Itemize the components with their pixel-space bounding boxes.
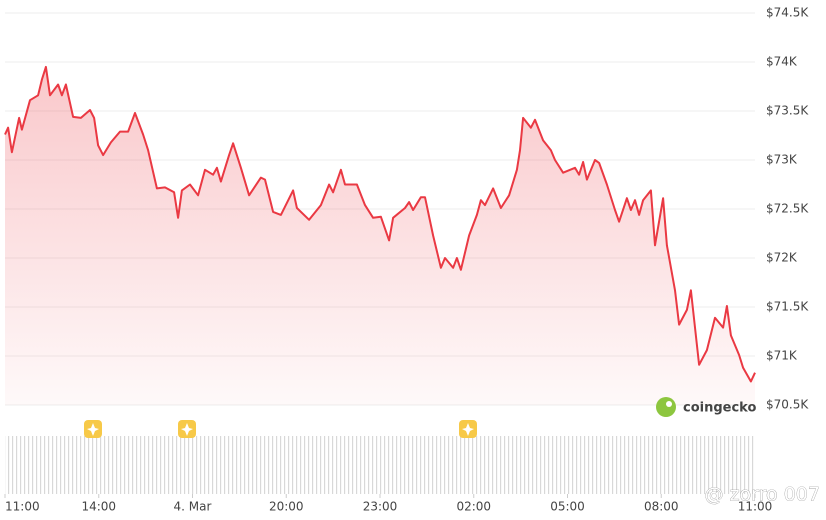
- x-tick-label: 08:00: [644, 500, 679, 514]
- brand-name: coingecko: [683, 401, 756, 416]
- x-tick-label: 23:00: [363, 500, 398, 514]
- x-tick-label: 4. Mar: [174, 500, 212, 514]
- y-tick-label: $73K: [766, 153, 798, 167]
- price-line: [4, 65, 756, 383]
- y-tick-label: $71K: [766, 349, 798, 363]
- y-tick-label: $73.5K: [766, 104, 809, 118]
- x-tick-label: 11:00: [5, 500, 40, 514]
- y-tick-label: $74.5K: [766, 6, 809, 20]
- y-tick-label: $71.5K: [766, 300, 809, 314]
- y-tick-label: $72K: [766, 251, 798, 265]
- x-tick-label: 11:00: [738, 500, 773, 514]
- y-tick-label: $70.5K: [766, 398, 809, 412]
- x-tick-label: 05:00: [550, 500, 585, 514]
- event-markers: [84, 420, 477, 438]
- watermark: @ zorro 007: [705, 484, 820, 506]
- price-area: [5, 66, 755, 406]
- x-tick-label: 14:00: [81, 500, 116, 514]
- y-tick-label: $72.5K: [766, 202, 809, 216]
- x-tick-label: 02:00: [456, 500, 491, 514]
- x-tick-label: 20:00: [269, 500, 304, 514]
- y-tick-label: $74K: [766, 55, 798, 69]
- brand-logo: coingecko: [656, 397, 756, 417]
- volume-bars: [5, 436, 755, 494]
